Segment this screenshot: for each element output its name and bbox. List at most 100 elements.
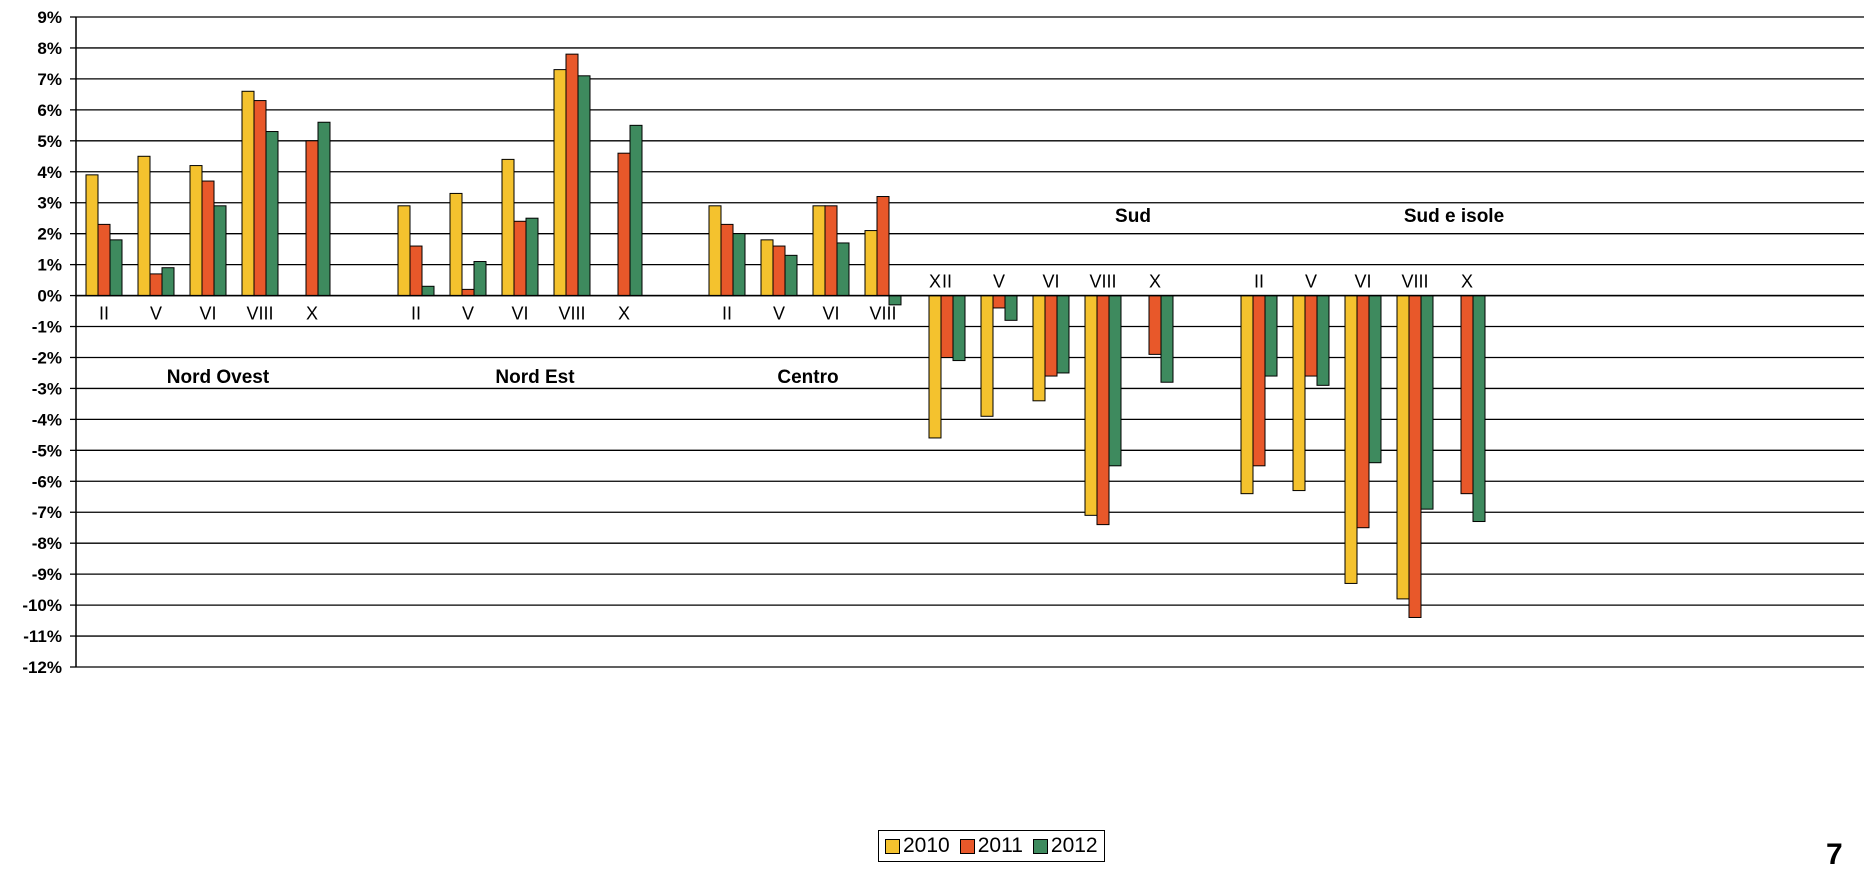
y-tick-label: -11%	[23, 627, 62, 646]
group-label: Centro	[777, 367, 838, 388]
plot-frame	[75, 17, 1864, 667]
y-tick-label: 1%	[37, 256, 62, 275]
bars	[85, 53, 1486, 618]
category-label: VIII	[1089, 272, 1116, 292]
bar	[241, 90, 255, 297]
category-label: X	[618, 304, 630, 324]
y-tick-label: -5%	[32, 441, 62, 460]
bar	[784, 254, 798, 297]
bar	[812, 205, 826, 297]
page-number: 7	[1826, 838, 1843, 871]
category-label: II	[1254, 272, 1264, 292]
bar	[1460, 295, 1474, 495]
category-label: II	[411, 304, 421, 324]
legend-label-2010: 2010	[903, 834, 950, 857]
category-label: II	[942, 272, 952, 292]
legend-label-2011: 2011	[977, 834, 1023, 857]
bar	[1032, 295, 1046, 402]
bar	[1472, 295, 1486, 523]
bar	[1148, 295, 1162, 355]
category-label: V	[462, 304, 474, 324]
gridlines	[70, 16, 1864, 668]
group-label: Nord Est	[495, 367, 575, 388]
bar	[1084, 295, 1098, 516]
bar	[928, 295, 942, 439]
category-label: VIII	[1401, 272, 1428, 292]
bar	[1096, 295, 1110, 526]
group-label: Nord Ovest	[167, 367, 270, 388]
y-tick-label: -6%	[32, 472, 62, 491]
bar	[409, 245, 423, 297]
bar	[1044, 295, 1058, 377]
y-tick-label: -1%	[32, 318, 62, 337]
group-label: Sud	[1115, 206, 1151, 227]
bar	[421, 285, 435, 297]
y-tick-label: -9%	[32, 565, 62, 584]
category-label: X	[1149, 272, 1161, 292]
category-label: VIII	[869, 304, 896, 324]
bar	[720, 223, 734, 297]
bar	[553, 69, 567, 297]
y-tick-label: 4%	[37, 163, 62, 182]
bar	[1356, 295, 1370, 529]
bar	[109, 239, 123, 297]
legend-item-2012: 2012	[1032, 833, 1098, 859]
bar	[201, 180, 215, 297]
bar	[137, 155, 151, 297]
y-tick-label: 2%	[37, 225, 62, 244]
category-label: X	[306, 304, 318, 324]
bar	[397, 205, 411, 297]
y-tick-label: 8%	[37, 39, 62, 58]
category-label: VI	[199, 304, 216, 324]
bar	[213, 205, 227, 297]
bar	[513, 220, 527, 297]
y-tick-label: 5%	[37, 132, 62, 151]
bar	[1304, 295, 1318, 377]
bar	[629, 124, 643, 297]
legend-swatch-2010	[885, 838, 900, 854]
category-label: V	[773, 304, 785, 324]
bar	[253, 100, 267, 297]
bar	[1316, 295, 1330, 386]
bar	[708, 205, 722, 297]
bar	[824, 205, 838, 297]
bar	[501, 158, 515, 297]
bar	[980, 295, 994, 417]
bar	[617, 152, 631, 297]
bar	[1420, 295, 1434, 510]
y-tick-label: -8%	[32, 534, 62, 553]
bar	[1408, 295, 1422, 618]
bar	[189, 165, 203, 297]
bar	[473, 261, 487, 297]
category-label: V	[993, 272, 1005, 292]
bar	[525, 217, 539, 297]
y-tick-label: -12%	[22, 658, 62, 677]
category-label: II	[99, 304, 109, 324]
bar	[876, 196, 890, 297]
bar	[992, 295, 1006, 309]
y-tick-label: 6%	[37, 101, 62, 120]
bar	[161, 267, 175, 297]
group-labels: Nord Ovest Nord Est Centro Sud Sud e isole	[167, 206, 1504, 388]
y-tick-label: -2%	[32, 348, 62, 367]
y-tick-label: 9%	[37, 8, 62, 27]
bar	[1056, 295, 1070, 374]
category-label: V	[1305, 272, 1317, 292]
bar	[1292, 295, 1306, 492]
bar	[1252, 295, 1266, 467]
bar	[1344, 295, 1358, 584]
bar	[864, 230, 878, 297]
bar	[940, 295, 954, 358]
bar	[577, 75, 591, 297]
legend-item-2011: 2011	[959, 833, 1023, 859]
category-label: V	[150, 304, 162, 324]
category-label: X	[929, 272, 941, 292]
bar	[449, 192, 463, 297]
y-tick-label: -3%	[32, 379, 62, 398]
y-tick-label: 7%	[37, 70, 62, 89]
bar	[836, 242, 850, 297]
legend-swatch-2012	[1032, 838, 1048, 854]
bar	[1108, 295, 1122, 467]
